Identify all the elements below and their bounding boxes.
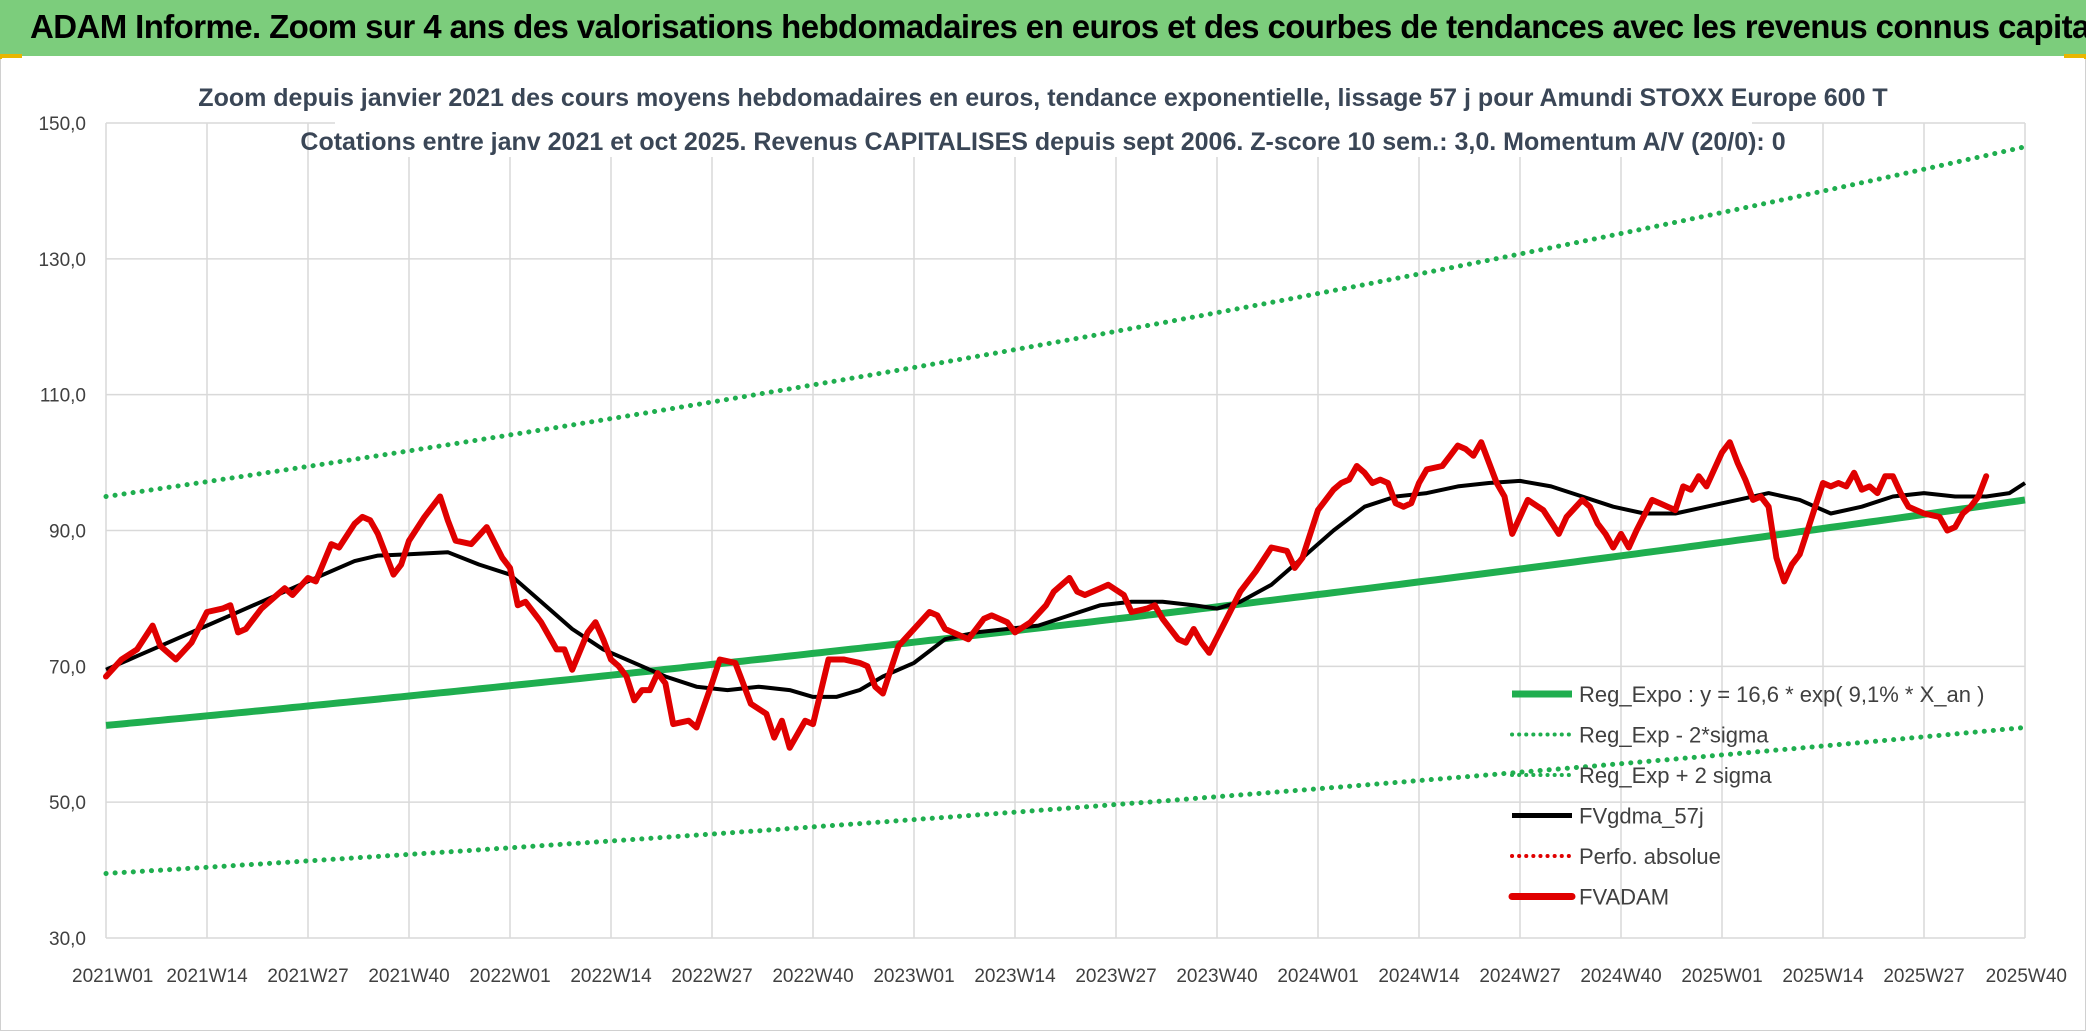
x-tick-label: 2025W40: [1986, 966, 2067, 987]
series-line-fvadam: [103, 439, 1990, 751]
title-background: [335, 121, 1752, 157]
y-tick-label: 130,0: [38, 250, 86, 271]
legend-label: FVgdma_57j: [1579, 804, 1704, 829]
x-tick-label: 2021W27: [267, 966, 348, 987]
x-tick-label: 2025W14: [1782, 966, 1864, 987]
x-tick-label: 2024W14: [1378, 966, 1460, 987]
x-tick-label: 2021W40: [368, 966, 449, 987]
y-tick-label: 90,0: [49, 522, 86, 543]
series-line-reg-exp: [103, 144, 2028, 499]
x-tick-label: 2023W27: [1075, 966, 1156, 987]
x-axis-ticks: 2021W01 2021W14 2021W27 2021W40 2022W01 2022W…: [72, 966, 2067, 987]
x-tick-label: 2023W01: [873, 966, 954, 987]
chart-title: Zoom depuis janvier 2021 des cours moyen…: [198, 84, 1887, 112]
title-background: [245, 78, 1842, 114]
x-tick-label: 2021W14: [166, 966, 248, 987]
y-axis-ticks: 30,0 50,0 70,0 90,0 110,0 130,0 150,0: [38, 114, 86, 950]
x-tick-label: 2024W01: [1277, 966, 1358, 987]
chart-subtitle: Cotations entre janv 2021 et oct 2025. R…: [300, 128, 1785, 156]
report-title: ADAM Informe. Zoom sur 4 ans des valoris…: [30, 8, 2086, 45]
x-tick-label: 2021W01: [72, 966, 153, 987]
corner-mark: [2064, 54, 2086, 59]
x-tick-label: 2022W27: [671, 966, 752, 987]
y-tick-label: 70,0: [49, 657, 86, 678]
x-tick-label: 2022W40: [772, 966, 853, 987]
y-tick-label: 150,0: [38, 114, 86, 135]
series-line-reg-expo: [105, 496, 2026, 729]
y-tick-label: 30,0: [49, 929, 86, 950]
corner-mark: [0, 54, 22, 59]
legend-label: Perfo. absolue: [1579, 844, 1721, 869]
legend-label: FVADAM: [1579, 885, 1669, 910]
legend: Reg_Expo : y = 16,6 * exp( 9,1% * X_an )…: [1508, 682, 1984, 910]
y-tick-label: 110,0: [40, 386, 86, 407]
x-tick-label: 2023W14: [974, 966, 1056, 987]
x-tick-label: 2025W27: [1883, 966, 1964, 987]
x-tick-label: 2023W40: [1176, 966, 1257, 987]
legend-label: Reg_Exp - 2*sigma: [1579, 723, 1769, 748]
series-lines: [103, 144, 2028, 876]
header-banner: ADAM Informe. Zoom sur 4 ans des valoris…: [0, 0, 2086, 56]
x-tick-label: 2022W01: [469, 966, 550, 987]
legend-label: Reg_Exp + 2 sigma: [1579, 763, 1772, 788]
legend-label: Reg_Expo : y = 16,6 * exp( 9,1% * X_an ): [1579, 682, 1984, 707]
x-tick-label: 2024W27: [1479, 966, 1560, 987]
x-tick-label: 2022W14: [570, 966, 652, 987]
y-tick-label: 50,0: [49, 793, 86, 814]
x-tick-label: 2024W40: [1580, 966, 1661, 987]
series-line-reg-exp: [103, 725, 2028, 876]
x-tick-label: 2025W01: [1681, 966, 1762, 987]
series-line-fvgdma-57j: [105, 478, 2027, 699]
